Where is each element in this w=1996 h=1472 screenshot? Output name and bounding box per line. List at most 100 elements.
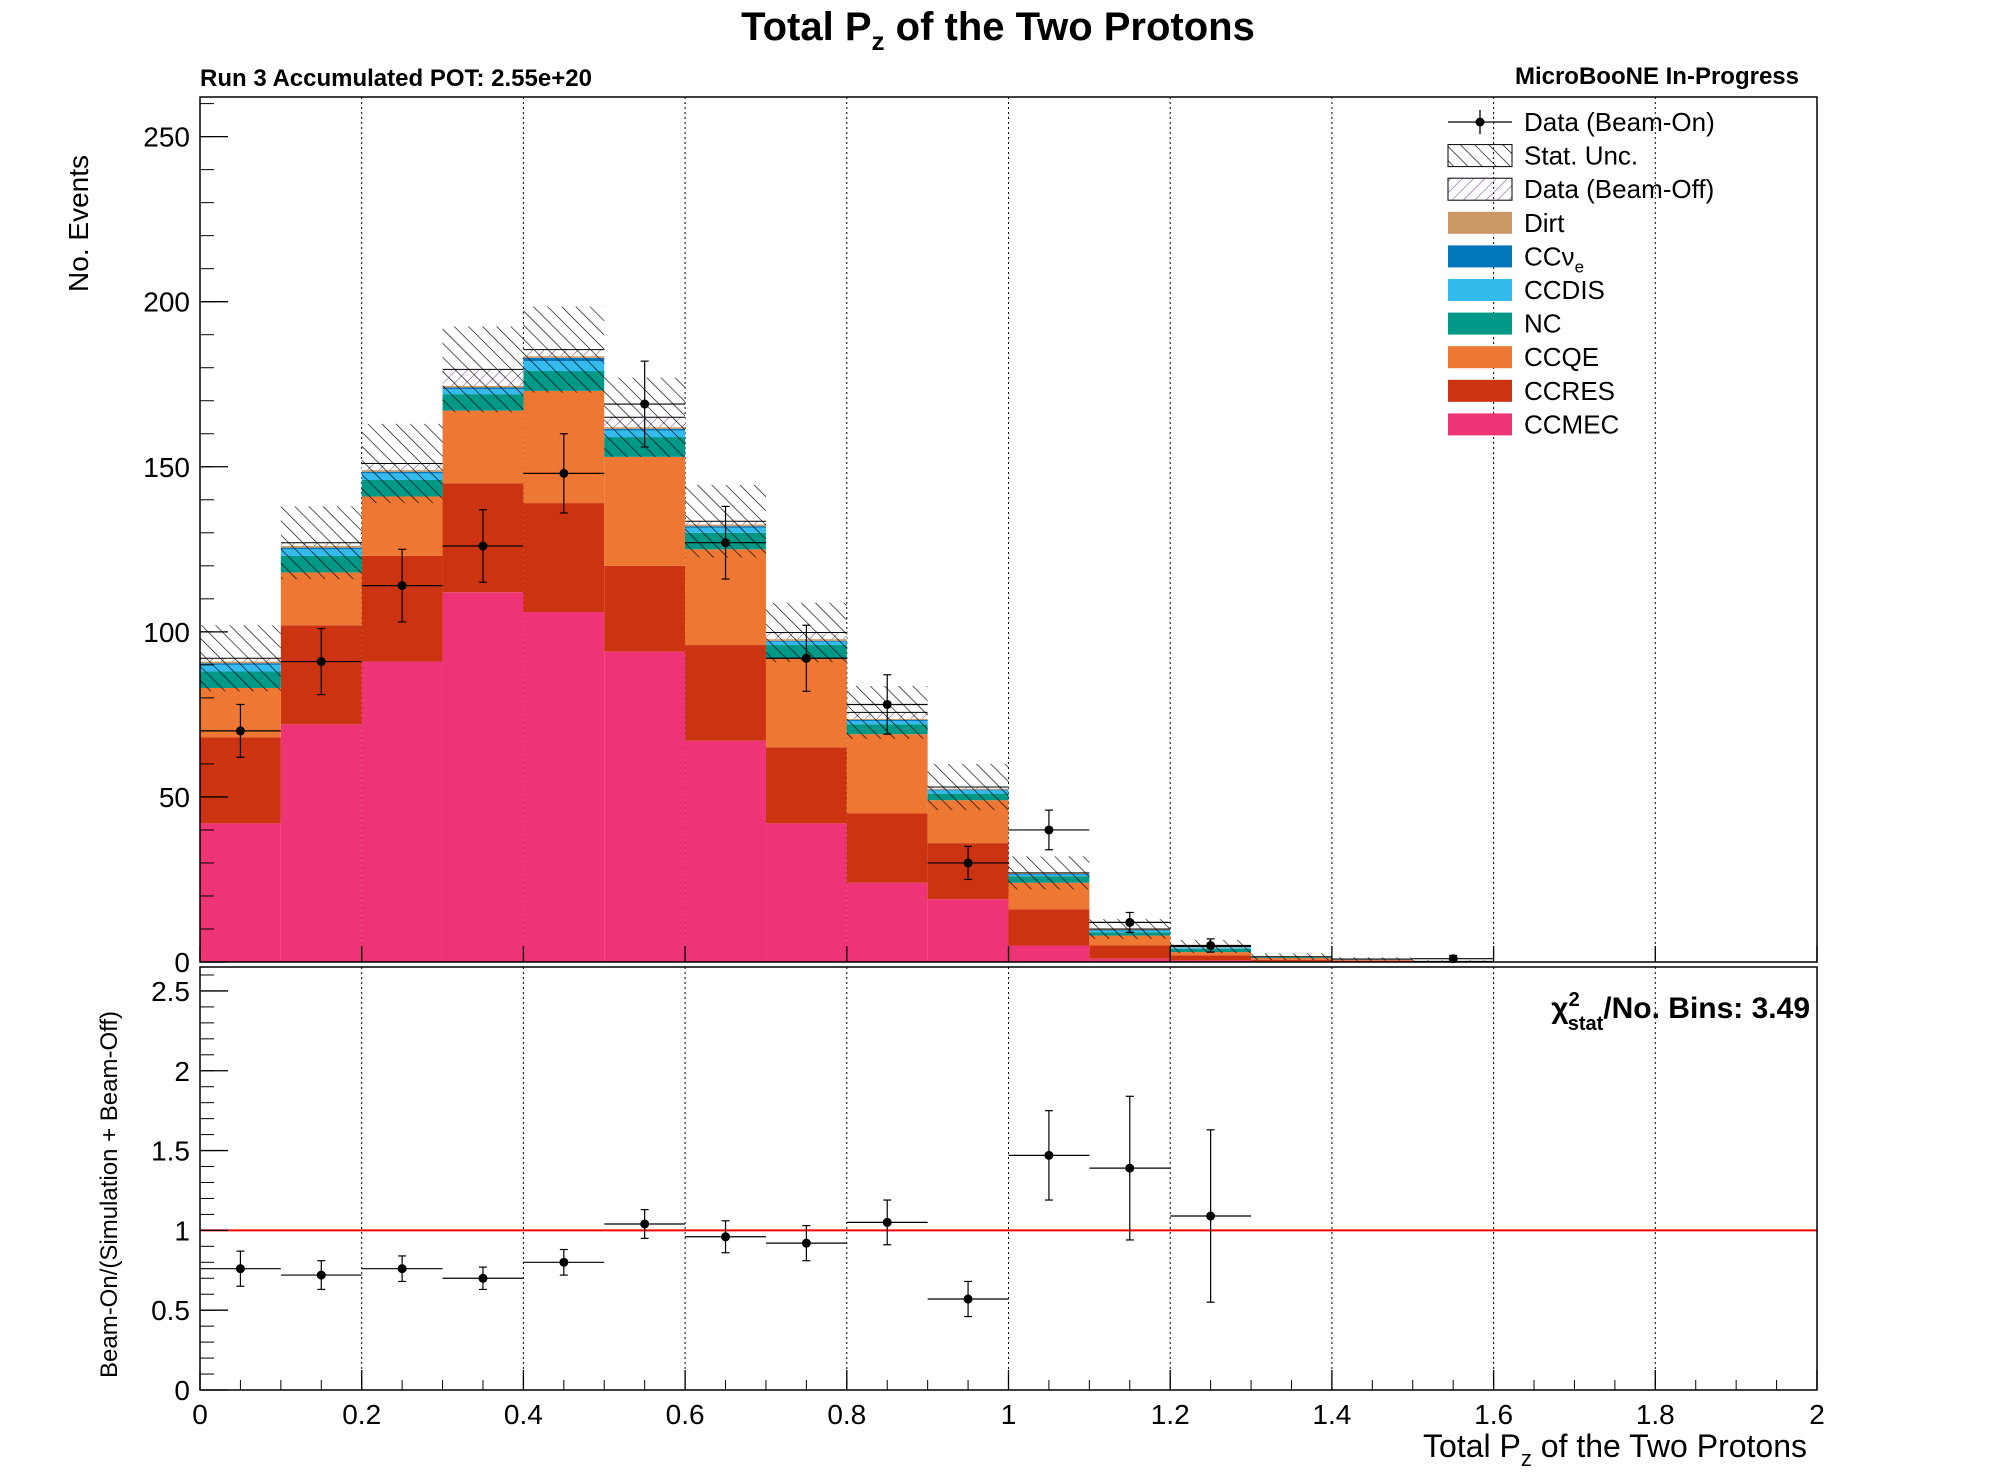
legend-label: NC [1524,309,1562,339]
bottom-panel: 0 0.5 1 1.5 2 2.5 0 0.2 0.4 0.6 0.8 1 1.2 1.4 1.6 1.8 2… [96,946,1825,1471]
chart-title: Total Pz of the Two Protons [741,5,1255,56]
data-point [846,1199,928,1246]
pot-label: Run 3 Accumulated POT: 2.55e+20 [200,65,592,92]
legend-item: CCQE [1448,342,1599,372]
legend-item: Stat. Unc. [1447,141,1638,171]
marker [235,1264,245,1274]
marker [1125,917,1135,927]
data-point [685,505,766,580]
marker [721,1232,731,1242]
legend-item: CCMEC [1448,409,1619,439]
legend: Data (Beam-On) Stat. Unc.Data (Beam-Off) D… [1447,107,1715,439]
series-ccmec [200,592,1413,962]
bar [1008,909,1090,946]
bottom-y-axis: 0 0.5 1 1.5 2 2.5 [151,974,228,1406]
bar [1170,952,1252,956]
data-point [1008,809,1090,851]
bar [361,661,443,962]
bar [280,572,362,626]
bar [280,724,362,962]
beam-on-data-points [200,360,1494,964]
x-tick-label: 1.4 [1312,1399,1351,1430]
bar [604,565,686,652]
bar [200,823,281,962]
legend-swatch [1448,312,1512,335]
legend-swatch [1447,144,1513,168]
top-y-axis: 0 50 100 150 200 250 [143,103,228,978]
legend-marker [1475,117,1485,127]
data-point [523,1248,605,1276]
y-tick-label: 1.5 [151,1136,190,1167]
bar [1089,958,1171,962]
marker [963,1294,973,1304]
data-point [685,1220,766,1254]
y-tick-label: 2 [174,1056,190,1087]
x-tick-label: 2 [1809,1399,1825,1430]
x-tick-label: 1.8 [1636,1399,1675,1430]
legend-label: Stat. Unc. [1524,141,1638,171]
legend-swatch [1447,177,1513,201]
marker [640,399,650,409]
marker [1206,940,1216,950]
marker [1044,825,1054,835]
bar [442,592,524,962]
data-point [442,1266,524,1291]
bar [1089,945,1171,959]
marker [1044,1150,1054,1160]
data-point [1170,938,1252,953]
bar [846,813,928,883]
bar [1251,959,1332,962]
data-point [280,1260,362,1291]
data-point [361,548,443,623]
marker [882,1217,892,1227]
marker [478,541,488,551]
y-tick-label: 200 [143,287,190,318]
legend-label: CCRES [1524,376,1615,406]
collaboration-label: MicroBooNE In-Progress [1515,63,1799,90]
legend-swatch [1448,413,1512,436]
legend-swatch [1448,245,1512,268]
data-point [765,1224,847,1262]
legend-item: Data (Beam-On) [1448,107,1715,137]
data-point [927,845,1009,881]
y-tick-label: 250 [143,122,190,153]
bottom-grid [361,967,1656,1390]
legend-swatch [1448,211,1512,234]
bar [604,456,686,566]
bar [604,651,686,962]
marker [801,653,811,663]
legend-swatch [1448,346,1512,369]
data-point [1089,911,1171,933]
marker [801,1238,811,1248]
x-tick-label: 0 [192,1399,208,1430]
data-point [200,1250,281,1287]
marker [963,858,973,868]
data-point [604,1209,686,1239]
legend-label: CCνe [1524,241,1584,276]
x-tick-label: 0.4 [504,1399,543,1430]
bar [442,410,524,484]
bar [1089,935,1171,946]
data-point [1170,1129,1252,1303]
marker [397,1264,407,1274]
legend-label: CCMEC [1524,409,1619,439]
data-point [1089,1095,1171,1241]
x-tick-label: 0.2 [342,1399,381,1430]
legend-swatch [1448,379,1512,402]
marker [316,1270,326,1280]
bar [846,734,928,814]
data-point [442,509,524,583]
bar [1170,955,1252,961]
x-tick-label: 1.2 [1151,1399,1190,1430]
data-point [361,1255,443,1283]
top-panel: 0 50 100 150 200 250 No. Events [63,96,1818,978]
y-tick-label: 0.5 [151,1295,190,1326]
legend-swatch [1448,279,1512,301]
y-tick-label: 150 [143,452,190,483]
y-tick-label: 50 [159,782,190,813]
y-tick-label: 0 [174,947,190,978]
bar [1170,960,1252,962]
legend-label: CCDIS [1524,275,1605,305]
bottom-y-axis-label: Beam-On/(Simulation + Beam-Off) [96,1011,123,1378]
x-tick-label: 0.6 [666,1399,705,1430]
